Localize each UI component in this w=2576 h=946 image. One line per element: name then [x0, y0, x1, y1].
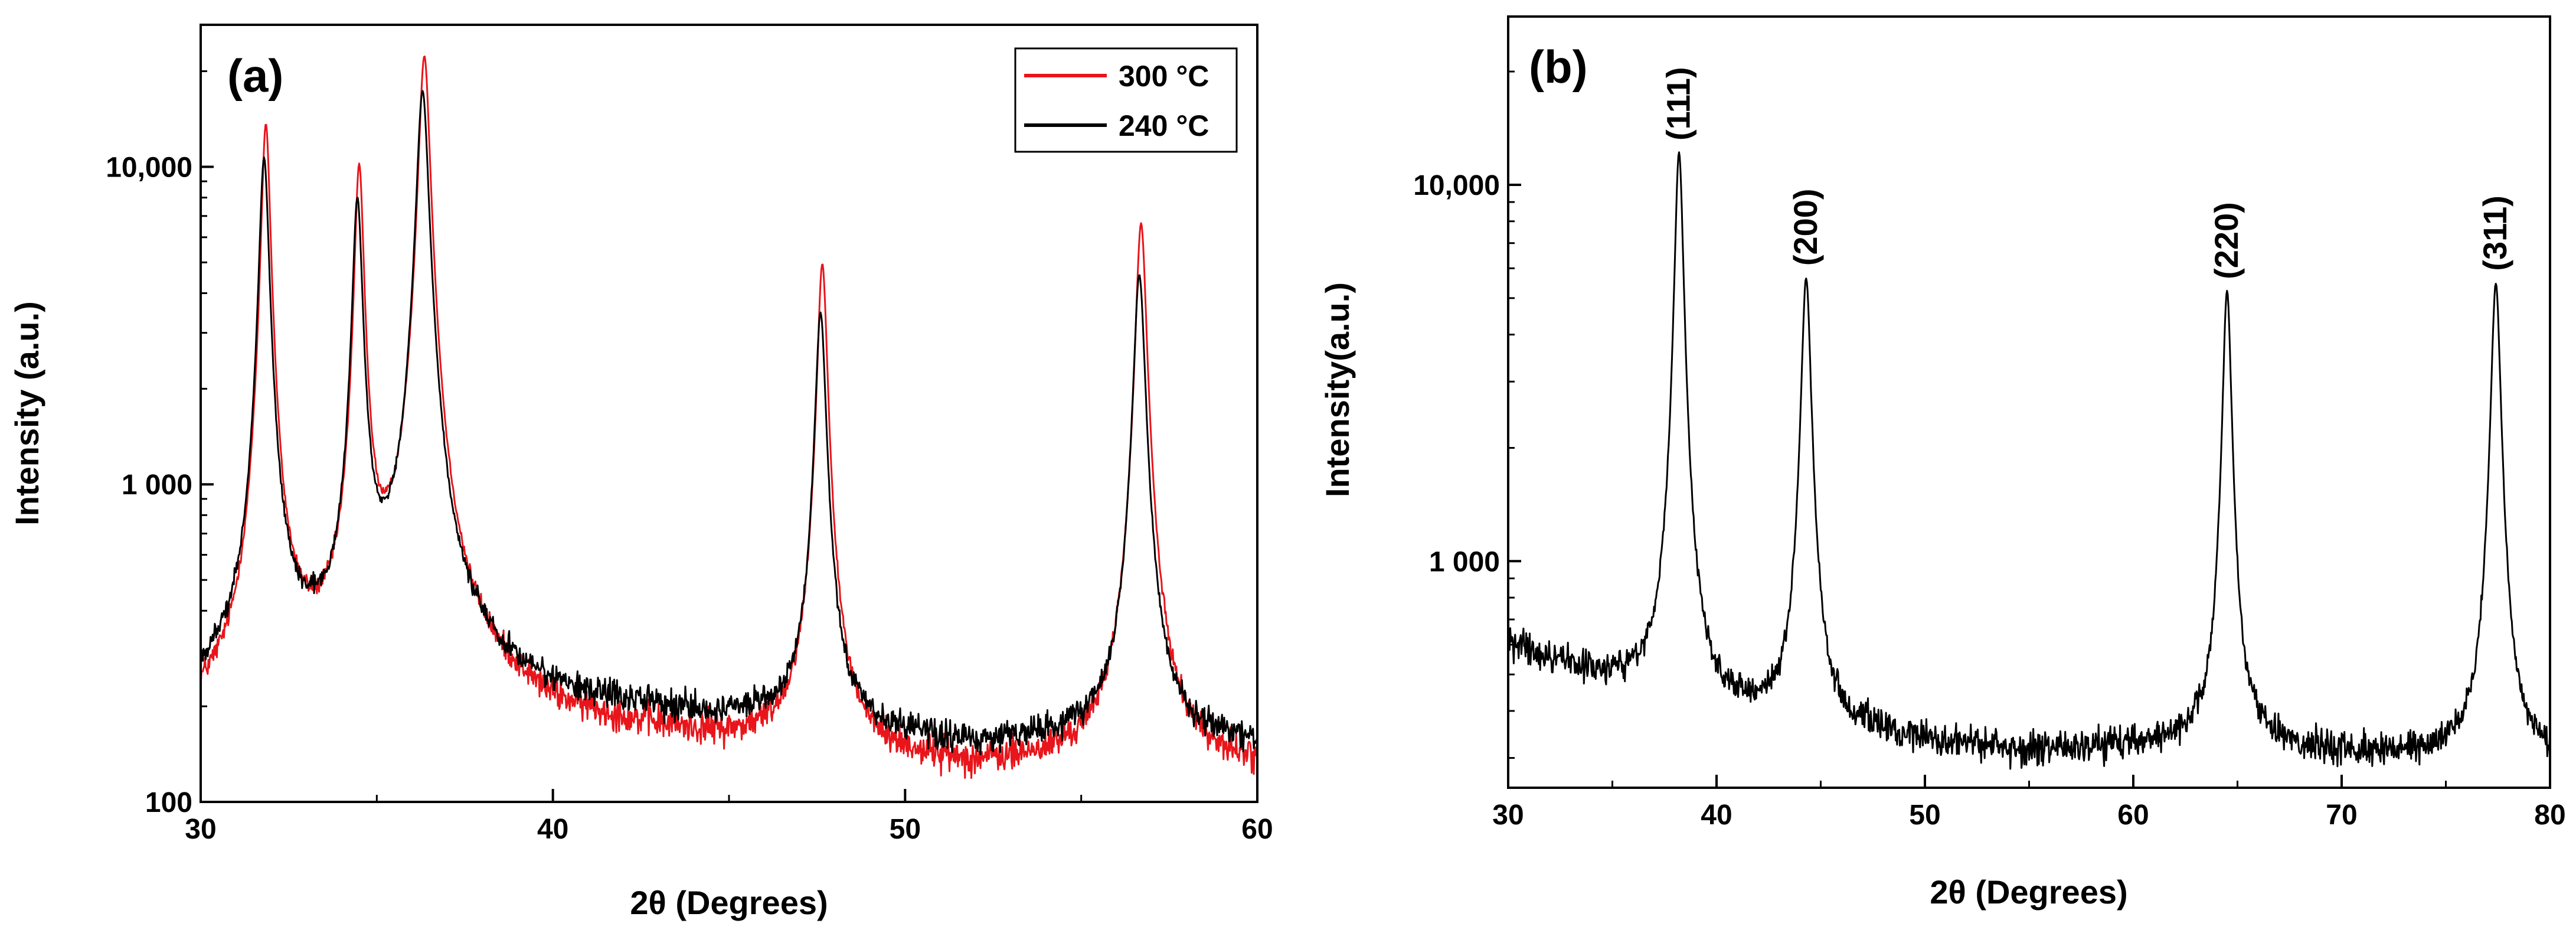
peak-label: (111): [1659, 67, 1696, 141]
panel-b-peak-annotations: (111) (200) (220) (311): [1659, 67, 2513, 279]
panel-b-series-group: [1508, 151, 2550, 770]
peak-label: (200): [1787, 188, 1824, 266]
peak-label: (220): [2208, 202, 2245, 279]
panel-a-series-line-1: [201, 90, 1257, 755]
panel-b-label: (b): [1529, 41, 1588, 93]
panel-b-y-tick-label: 1 000: [1429, 546, 1500, 578]
panel-a-series-line-0: [201, 56, 1257, 779]
panel-a-x-tick-label: 40: [537, 814, 568, 845]
panel-a-ticks: 30 40 50 60 100 1 000 10,000: [106, 70, 1273, 845]
panel-a-y-tick-label: 100: [145, 787, 192, 818]
panel-b-x-tick-label: 30: [1492, 800, 1524, 831]
panel-b-x-axis-title: 2θ (Degrees): [1930, 873, 2127, 911]
panel-b-ticks: 30 40 50 60 70 80 1 000 10,000: [1413, 70, 2566, 831]
legend-label-300: 300 °C: [1119, 60, 1209, 93]
panel-a-y-tick-label: 1 000: [122, 469, 192, 501]
panel-b-x-tick-label: 50: [1909, 800, 1940, 831]
panel-a-y-axis-title: Intensity (a.u.): [8, 301, 45, 526]
panel-b-x-tick-label: 80: [2534, 800, 2565, 831]
panel-a-label: (a): [227, 50, 283, 102]
panel-a-legend: 300 °C 240 °C: [1014, 47, 1238, 153]
panel-a-x-tick-label: 50: [890, 814, 921, 845]
panel-b-chart: (b) 30 40 50 60 70 80 1 000 10,000 (111) (200) (2…: [1319, 15, 2566, 911]
panel-a-x-tick-label: 60: [1241, 814, 1273, 845]
panel-b-x-tick-label: 70: [2326, 800, 2357, 831]
panel-a-series-group: [201, 56, 1257, 779]
panel-a-legend-box: [1014, 47, 1238, 153]
panel-a-x-axis-title: 2θ (Degrees): [630, 884, 828, 921]
panel-b-y-axis-title: Intensity(a.u.): [1319, 282, 1356, 497]
panel-b-x-tick-label: 40: [1701, 800, 1732, 831]
panel-a-y-tick-label: 10,000: [106, 152, 192, 183]
peak-label: (311): [2476, 195, 2513, 271]
legend-label-240: 240 °C: [1119, 109, 1209, 142]
panel-b-x-tick-label: 60: [2117, 800, 2149, 831]
panel-a-x-tick-label: 30: [185, 814, 216, 845]
panel-b-series-line-0: [1508, 151, 2550, 770]
panel-b-y-tick-label: 10,000: [1413, 170, 1500, 201]
